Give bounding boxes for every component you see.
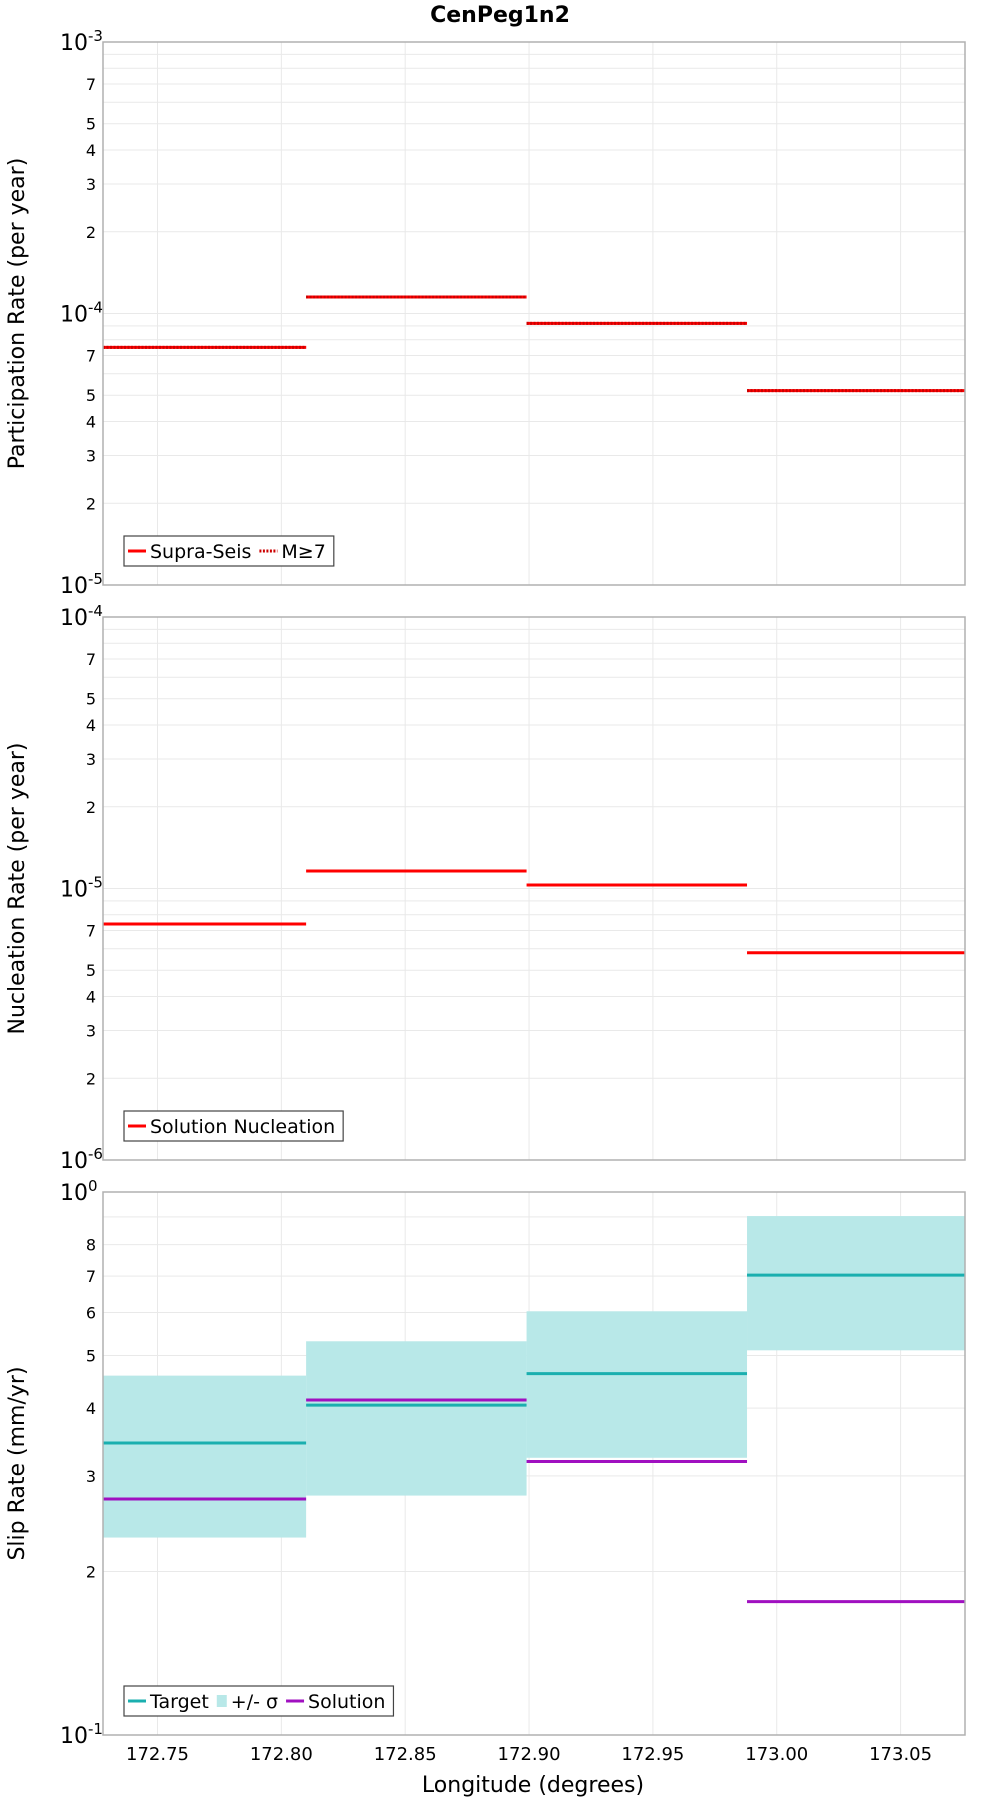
panel-1: 2 3 4 5 7 2 3 4 5 7 10-5 10-4 10-3 Participation Rate… [5, 27, 966, 599]
legend: Target +/- σ Solution [123, 1685, 395, 1717]
panels: 2 3 4 5 7 2 3 4 5 7 10-5 10-4 10-3 Participation Rate… [5, 27, 966, 1749]
y-tick-label: 5 [86, 961, 96, 980]
y-tick-label: 7 [86, 1267, 96, 1286]
legend-swatch [216, 1695, 227, 1707]
y-decade-label: 100 [60, 1177, 98, 1206]
chart-title: CenPeg1n2 [430, 3, 570, 28]
plot-frame [102, 41, 966, 586]
y-decade-label: 10-5 [60, 874, 103, 903]
y-axis-label: Slip Rate (mm/yr) [5, 1366, 30, 1560]
legend-label: Supra-Seis [150, 541, 251, 563]
series-supra-seis [103, 295, 965, 393]
x-axis: 172.75 172.80 172.85 172.90 172.95 173.00 173.… [126, 1744, 932, 1765]
legend: Solution Nucleation [123, 1110, 344, 1142]
sigma-band-segment [103, 1375, 307, 1538]
sigma-band-segment [747, 1216, 965, 1351]
y-decade-label: 10-6 [60, 1145, 103, 1174]
y-tick-label: 7 [86, 75, 96, 94]
y-decade-label: 10-1 [60, 1720, 103, 1749]
y-tick-label: 4 [86, 716, 96, 735]
y-tick-label: 7 [86, 922, 96, 941]
y-tick-label: 3 [86, 1021, 96, 1040]
x-tick-label: 173.00 [745, 1744, 808, 1765]
y-tick-label: 4 [86, 1399, 96, 1418]
y-tick-label: 2 [86, 494, 96, 513]
series-solution [103, 1398, 965, 1604]
y-tick-label: 6 [86, 1303, 96, 1322]
series-target [103, 1273, 965, 1445]
y-axis-label: Nucleation Rate (per year) [5, 743, 30, 1035]
y-axis-label: Participation Rate (per year) [5, 158, 30, 470]
x-tick-label: 172.90 [498, 1744, 561, 1765]
y-tick-label: 5 [86, 690, 96, 709]
x-tick-label: 172.95 [621, 1744, 684, 1765]
legend-label: +/- σ [231, 1691, 278, 1713]
y-tick-label: 2 [86, 223, 96, 242]
y-tick-label: 3 [86, 1467, 96, 1486]
y-tick-label: 5 [86, 115, 96, 134]
y-tick-label: 3 [86, 446, 96, 465]
y-tick-label: 4 [86, 988, 96, 1007]
series-- [103, 1216, 965, 1538]
x-axis-label: Longitude (degrees) [422, 1773, 644, 1798]
x-tick-label: 172.85 [374, 1744, 437, 1765]
legend-box [123, 535, 335, 567]
y-tick-label: 4 [86, 141, 96, 160]
y-tick-label: 4 [86, 413, 96, 432]
x-tick-label: 172.80 [250, 1744, 313, 1765]
x-tick-label: 172.75 [126, 1744, 189, 1765]
y-tick-label: 7 [86, 347, 96, 366]
y-decade-label: 10-5 [60, 570, 103, 599]
y-decade-label: 10-4 [60, 602, 103, 631]
plot-frame [102, 616, 966, 1161]
y-tick-label: 5 [86, 1346, 96, 1365]
panel-3: 2 3 4 5 6 7 8 10-1 100 Slip Rate (mm/yr) Target +/-… [5, 1177, 966, 1749]
y-tick-label: 5 [86, 386, 96, 405]
y-tick-label: 3 [86, 175, 96, 194]
sigma-band-segment [526, 1311, 748, 1458]
panel-2: 2 3 4 5 7 2 3 4 5 7 10-6 10-5 10-4 Nucleation Rate (p… [5, 602, 966, 1174]
legend-label: Target [149, 1691, 209, 1713]
series-solution-nucleation [103, 869, 965, 955]
legend-label: Solution [308, 1691, 385, 1713]
y-tick-label: 7 [86, 650, 96, 669]
y-tick-label: 2 [86, 798, 96, 817]
y-tick-label: 3 [86, 750, 96, 769]
y-decade-label: 10-3 [60, 27, 103, 56]
y-tick-label: 2 [86, 1069, 96, 1088]
legend-label: M≥7 [281, 541, 325, 563]
sigma-band-segment [306, 1341, 527, 1496]
y-decade-label: 10-4 [60, 299, 103, 328]
legend-label: Solution Nucleation [150, 1116, 335, 1138]
y-tick-label: 2 [86, 1563, 96, 1582]
plot-frame [102, 1191, 966, 1736]
y-tick-label: 8 [86, 1236, 96, 1255]
legend: Supra-Seis M≥7 [123, 535, 335, 567]
legend-box [123, 1685, 395, 1717]
x-tick-label: 173.05 [869, 1744, 932, 1765]
legend-box [123, 1110, 344, 1142]
series-m-7 [103, 295, 965, 393]
